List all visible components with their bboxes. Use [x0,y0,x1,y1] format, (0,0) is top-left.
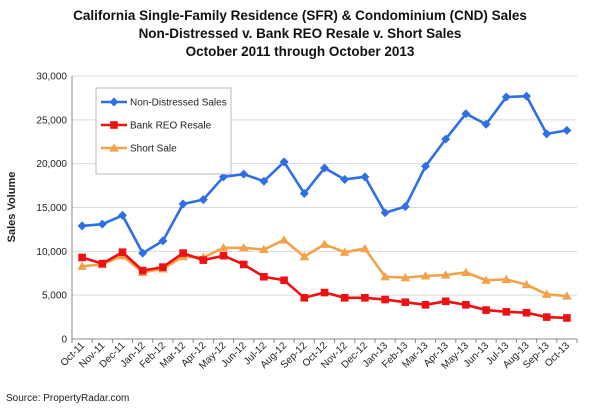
data-point [461,109,471,119]
data-point [400,272,411,282]
data-point [562,125,572,135]
y-tick-label: 15,000 [36,203,67,214]
legend-marker [110,121,118,129]
data-point [279,235,289,244]
series-lines [77,91,572,322]
data-point [562,291,572,300]
data-point [77,261,87,270]
data-point [238,243,249,252]
data-point [339,247,350,256]
data-point [360,172,370,182]
series-diamond [77,91,572,258]
data-point [198,195,208,205]
data-point [219,172,228,182]
data-point [320,163,329,173]
data-point [440,270,451,279]
y-axis-label: Sales Volume [6,172,18,243]
data-point [78,253,86,262]
series-line [81,250,567,320]
series-square [78,248,571,322]
data-point [319,239,330,248]
data-point [159,263,167,271]
data-point [563,314,571,322]
data-point [118,210,127,220]
data-point [179,249,187,257]
data-point [522,91,531,101]
y-tick-label: 25,000 [36,115,67,126]
source-note: Source: PropertyRadar.com [6,393,129,404]
data-point [299,251,310,261]
data-point [501,92,511,102]
data-point [259,244,269,254]
data-point [380,271,390,281]
data-point [400,202,410,212]
data-point [138,248,148,258]
data-point [542,129,552,139]
data-point [320,288,329,297]
data-point [502,308,511,316]
legend-marker [109,97,119,107]
chart-title-line-2: Non-Distressed v. Bank REO Resale v. Sho… [139,26,462,41]
y-tick-label: 10,000 [36,247,67,258]
data-point [401,298,410,306]
data-point [118,248,127,257]
data-point [501,274,512,283]
data-point [462,301,470,309]
data-point [441,134,451,144]
chart-title-line-3: October 2011 through October 2013 [186,44,415,59]
data-point [239,260,248,269]
data-point [380,208,390,218]
data-point [259,176,269,186]
y-tick-label: 0 [61,335,67,346]
data-point [340,293,349,302]
legend-label: Bank REO Resale [130,121,212,132]
data-point [381,295,389,304]
chart-title-line-1: California Single-Family Residence (SFR)… [73,8,527,23]
data-point [279,157,289,167]
data-point [421,301,430,309]
legend-label: Non-Distressed Sales [130,98,227,109]
x-tick-labels: Oct-11Nov-11Dec-11Jan-12Feb-12Mar-12Apr-… [59,340,573,372]
legend-marker [109,143,119,152]
data-point [178,199,188,209]
data-point [420,271,431,280]
data-point [98,259,107,268]
data-point [481,275,491,284]
data-point [138,266,147,275]
data-point [300,293,309,302]
y-tick-labels: 0 5,000 10,000 15,000 20,000 25,000 30,000 [36,72,67,346]
data-point [481,119,491,129]
data-point [340,174,350,184]
y-tick-label: 5,000 [42,291,67,302]
data-point [441,297,450,306]
data-point [521,279,532,289]
data-point [219,251,228,260]
legend: Non-Distressed Sales Bank REO Resale Short… [95,87,232,175]
data-point [461,267,471,276]
data-point [522,308,531,317]
data-point [542,313,551,321]
data-point [482,306,490,314]
legend-label: Short Sale [130,144,177,155]
data-point [199,256,208,264]
data-point [77,221,87,231]
data-point [97,219,107,229]
data-point [299,188,309,198]
y-tick-label: 30,000 [36,72,67,83]
data-point [218,243,229,252]
data-point [360,243,370,253]
data-point [239,169,249,179]
axes [71,76,578,343]
data-point [361,293,369,302]
y-tick-label: 20,000 [36,159,67,170]
data-point [158,236,168,246]
data-point [541,289,552,298]
data-point [280,276,288,285]
data-point [421,161,430,171]
data-point [260,272,268,281]
